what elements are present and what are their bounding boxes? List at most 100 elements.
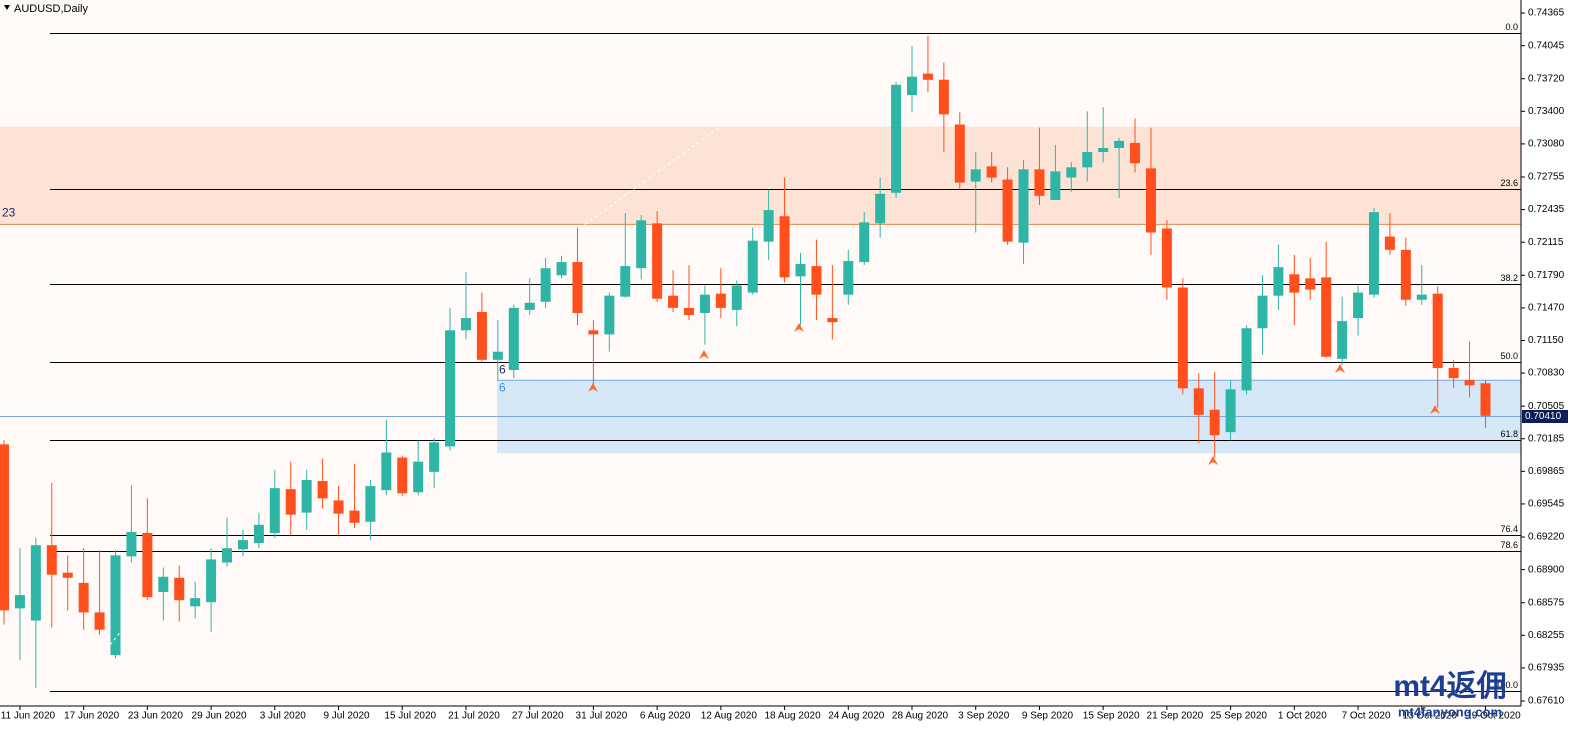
x-tick-label: 21 Sep 2020 (1147, 711, 1204, 722)
candle-body (110, 555, 121, 656)
price-axis-bg (1521, 0, 1575, 729)
trend-line (579, 126, 721, 229)
candle-body (540, 268, 551, 302)
candle-body (1082, 152, 1093, 168)
y-tick-label: 0.71790 (1528, 270, 1565, 281)
x-tick-label: 21 Jul 2020 (448, 711, 500, 722)
y-tick-label: 0.70185 (1528, 433, 1565, 444)
candle-body (1098, 147, 1109, 153)
x-tick-label: 29 Jun 2020 (192, 711, 247, 722)
y-tick-label: 0.67610 (1528, 696, 1565, 707)
y-tick-label: 0.68255 (1528, 630, 1565, 641)
x-tick-label: 1 Oct 2020 (1278, 711, 1327, 722)
candle-body (413, 461, 424, 493)
candle-body (1448, 367, 1459, 379)
fib-label: 76.4 (1500, 524, 1518, 534)
candle-body (1145, 168, 1156, 233)
candle-body (763, 210, 774, 242)
x-tick-label: 9 Sep 2020 (1022, 711, 1074, 722)
candle-body (827, 318, 838, 323)
x-tick-label: 31 Jul 2020 (576, 711, 628, 722)
candle-body (445, 330, 456, 447)
candle-body (206, 559, 217, 603)
x-tick-label: 9 Jul 2020 (323, 711, 370, 722)
y-tick-label: 0.70830 (1528, 368, 1565, 379)
candle-body (508, 307, 519, 371)
candle-body (1384, 236, 1395, 250)
candle-body (1337, 321, 1348, 359)
candle-body (954, 124, 965, 183)
candle-body (1209, 409, 1220, 436)
candle-body (636, 220, 647, 269)
y-tick-label: 0.68900 (1528, 564, 1565, 575)
candle-body (253, 524, 264, 544)
x-tick-label: 12 Aug 2020 (701, 711, 758, 722)
fractal-arrow (1208, 456, 1218, 465)
candle-body (333, 500, 344, 514)
candle-body (1464, 380, 1475, 386)
fractal-arrow (1430, 405, 1440, 414)
fractal-arrows (588, 323, 1440, 465)
candle-body (1066, 167, 1077, 178)
candle-body (381, 452, 392, 491)
candle-body (429, 442, 440, 472)
candle-body (14, 595, 25, 609)
menu-triangle[interactable] (4, 5, 10, 10)
candle-body (556, 262, 567, 276)
candle-body (1257, 295, 1268, 329)
candle-body (668, 295, 679, 308)
y-tick-label: 0.69865 (1528, 466, 1565, 477)
candle-body (970, 169, 981, 182)
x-tick-label: 13 Oct 2020 (1403, 711, 1458, 722)
candle-body (94, 612, 105, 630)
candle-body (1321, 277, 1332, 357)
candle-body (907, 76, 918, 96)
candle-body (938, 79, 949, 115)
y-tick-label: 0.73720 (1528, 73, 1565, 84)
current-price-box (1522, 410, 1568, 423)
x-tick-label: 15 Jul 2020 (384, 711, 436, 722)
x-tick-label: 17 Jun 2020 (64, 711, 119, 722)
zone-label: 6 (499, 362, 506, 376)
candle-body (158, 576, 169, 593)
fractal-arrow (794, 323, 804, 332)
fib-label: 50.0 (1500, 351, 1518, 361)
zone (0, 126, 1521, 225)
candle-body (1289, 274, 1300, 293)
candle-body (779, 216, 790, 278)
zone-label: 23 (2, 206, 16, 220)
candle-body (460, 318, 471, 331)
candle-body (174, 577, 185, 601)
candle-body (1130, 142, 1141, 164)
candle-body (365, 486, 376, 522)
y-tick-label: 0.67935 (1528, 663, 1565, 674)
candle-body (604, 295, 615, 335)
candle-body (891, 84, 902, 193)
fractal-arrow (699, 350, 709, 359)
x-tick-label: 11 Jun 2020 (1, 711, 56, 722)
y-tick-label: 0.71150 (1528, 335, 1564, 346)
candle-body (1416, 294, 1427, 300)
fractal-arrow (1335, 364, 1345, 373)
fib-label: 23.6 (1500, 178, 1518, 188)
candle-body (524, 302, 535, 310)
candle-body (142, 532, 153, 598)
y-tick-label: 0.71470 (1528, 303, 1565, 314)
candle-body (986, 166, 997, 178)
candle-body (1114, 140, 1125, 148)
candle-body (492, 351, 503, 360)
y-tick-label: 0.72115 (1528, 237, 1564, 248)
candle-body (1368, 212, 1379, 295)
candle-body (1480, 383, 1491, 416)
candle-body (349, 510, 360, 523)
candle-body (237, 540, 248, 550)
y-tick-label: 0.69545 (1528, 499, 1565, 510)
trend-line (109, 619, 131, 646)
candle-body (476, 311, 487, 360)
candle-body (1002, 179, 1013, 242)
x-tick-label: 28 Aug 2020 (892, 711, 949, 722)
candle-body (811, 266, 822, 295)
candle-body (126, 531, 137, 557)
x-tick-label: 3 Jul 2020 (260, 711, 307, 722)
